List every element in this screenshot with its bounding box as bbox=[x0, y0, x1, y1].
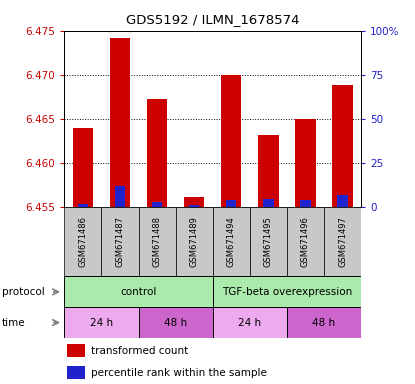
Bar bbox=[139, 307, 213, 338]
Text: transformed count: transformed count bbox=[91, 346, 188, 356]
Bar bbox=[67, 344, 85, 357]
Bar bbox=[263, 199, 273, 207]
Bar bbox=[337, 195, 348, 207]
Text: GSM671496: GSM671496 bbox=[301, 217, 310, 267]
Bar bbox=[295, 119, 316, 207]
Text: 48 h: 48 h bbox=[164, 318, 187, 328]
Bar bbox=[250, 207, 287, 276]
Bar bbox=[189, 205, 199, 207]
Bar bbox=[287, 307, 361, 338]
Text: 24 h: 24 h bbox=[90, 318, 113, 328]
Bar bbox=[258, 135, 278, 207]
Bar bbox=[64, 307, 139, 338]
Bar bbox=[110, 38, 130, 207]
Bar bbox=[324, 207, 361, 276]
Bar bbox=[213, 207, 250, 276]
Text: GSM671487: GSM671487 bbox=[115, 217, 124, 267]
Text: GSM671494: GSM671494 bbox=[227, 217, 236, 267]
Bar bbox=[115, 186, 125, 207]
Text: percentile rank within the sample: percentile rank within the sample bbox=[91, 368, 267, 378]
Bar bbox=[73, 128, 93, 207]
Text: TGF-beta overexpression: TGF-beta overexpression bbox=[222, 287, 352, 297]
Text: time: time bbox=[2, 318, 26, 328]
Bar bbox=[139, 207, 176, 276]
Bar bbox=[332, 86, 353, 207]
Text: GSM671495: GSM671495 bbox=[264, 217, 273, 267]
Bar bbox=[101, 207, 139, 276]
Text: GSM671486: GSM671486 bbox=[78, 217, 88, 267]
Bar bbox=[287, 207, 324, 276]
Bar bbox=[147, 99, 167, 207]
Text: GSM671489: GSM671489 bbox=[190, 217, 199, 267]
Text: protocol: protocol bbox=[2, 287, 45, 297]
Bar bbox=[221, 75, 242, 207]
Text: control: control bbox=[120, 287, 157, 297]
Text: 24 h: 24 h bbox=[238, 318, 261, 328]
Bar bbox=[78, 204, 88, 207]
Text: GDS5192 / ILMN_1678574: GDS5192 / ILMN_1678574 bbox=[126, 13, 300, 26]
Bar bbox=[213, 307, 287, 338]
Bar bbox=[300, 200, 310, 207]
Bar bbox=[67, 366, 85, 379]
Text: GSM671497: GSM671497 bbox=[338, 217, 347, 267]
Text: GSM671488: GSM671488 bbox=[153, 217, 161, 267]
Bar bbox=[184, 197, 204, 207]
Text: 48 h: 48 h bbox=[312, 318, 335, 328]
Bar bbox=[176, 207, 213, 276]
Bar bbox=[226, 200, 237, 207]
Bar bbox=[64, 207, 101, 276]
Bar bbox=[64, 276, 213, 307]
Bar bbox=[213, 276, 361, 307]
Bar bbox=[152, 202, 162, 207]
